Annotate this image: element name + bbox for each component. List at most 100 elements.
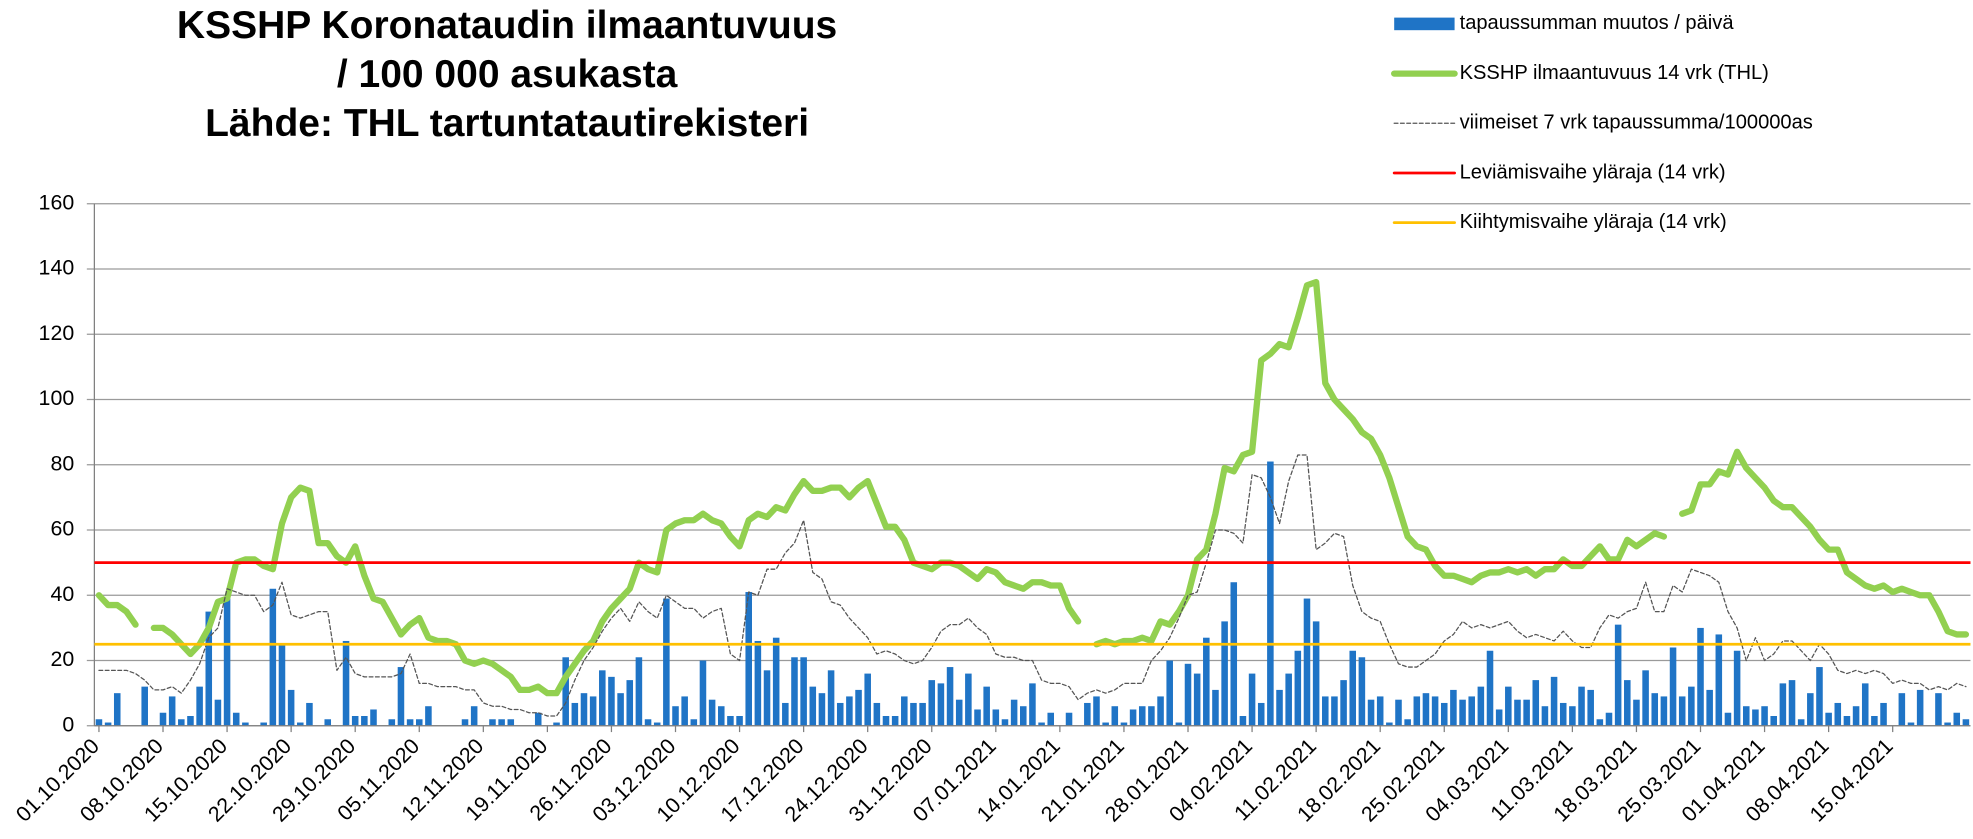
bar xyxy=(1871,716,1878,726)
bar xyxy=(809,686,817,726)
bar xyxy=(589,696,597,726)
y-tick-label: 160 xyxy=(39,190,75,214)
bar xyxy=(1230,582,1238,726)
bar xyxy=(1761,706,1768,726)
y-tick-label: 60 xyxy=(50,517,74,541)
bar xyxy=(1477,686,1485,726)
bar xyxy=(1349,650,1357,726)
chart-title: / 100 000 asukasta xyxy=(337,53,678,96)
bar xyxy=(1678,696,1686,726)
bar xyxy=(1861,683,1869,726)
bar xyxy=(1129,709,1137,726)
bar xyxy=(1102,722,1109,726)
bar xyxy=(534,712,542,726)
bar xyxy=(1413,696,1421,726)
bar xyxy=(1358,657,1366,726)
bar xyxy=(1944,722,1951,726)
bar xyxy=(1797,719,1805,726)
bar xyxy=(782,702,789,726)
bar xyxy=(1203,637,1210,726)
bar xyxy=(626,680,634,726)
bar xyxy=(1916,689,1924,726)
bar xyxy=(772,637,780,726)
bar xyxy=(690,719,698,726)
bar xyxy=(470,706,478,726)
chart-title: Lähde: THL tartuntatautirekisteri xyxy=(205,102,809,145)
bar xyxy=(910,702,917,726)
bar xyxy=(1212,689,1219,726)
bar xyxy=(1550,676,1558,726)
bar xyxy=(1935,693,1942,726)
bar xyxy=(1962,719,1970,726)
bar xyxy=(836,702,844,726)
bar xyxy=(1880,702,1887,726)
bar xyxy=(635,657,643,726)
bar xyxy=(580,693,588,726)
bar xyxy=(599,670,606,726)
bar xyxy=(1257,702,1265,726)
bar xyxy=(1752,709,1759,726)
legend-label: tapaussumman muutos / päivä xyxy=(1460,12,1735,34)
bar xyxy=(1532,680,1540,726)
bar xyxy=(1193,673,1201,726)
bar xyxy=(745,592,752,726)
bar xyxy=(617,693,624,726)
bar xyxy=(1148,706,1155,726)
bar xyxy=(1157,696,1164,726)
bar xyxy=(361,716,368,726)
bar xyxy=(159,712,167,726)
y-tick-label: 100 xyxy=(39,386,75,410)
bar xyxy=(891,716,899,726)
bar xyxy=(653,722,661,726)
bar xyxy=(827,670,835,726)
bar xyxy=(955,699,963,726)
bar xyxy=(928,680,936,726)
bar xyxy=(406,719,414,726)
line xyxy=(98,454,1967,717)
bar xyxy=(1395,699,1402,726)
bar xyxy=(1816,667,1823,726)
bar xyxy=(974,709,981,726)
legend-label: Kiihtymisvaihe yläraja (14 vrk) xyxy=(1460,211,1727,233)
bar xyxy=(727,716,734,726)
bar xyxy=(1898,693,1906,726)
bar xyxy=(1340,680,1347,726)
bar xyxy=(1825,712,1832,726)
bar xyxy=(1038,722,1045,726)
bar xyxy=(1587,689,1594,726)
bar xyxy=(370,709,377,726)
bar xyxy=(1688,686,1695,726)
bar xyxy=(1495,709,1503,726)
y-tick-label: 80 xyxy=(50,451,74,475)
bar xyxy=(1120,722,1128,726)
bar xyxy=(1788,680,1796,726)
bar xyxy=(342,640,350,726)
bar xyxy=(1294,650,1302,726)
bar xyxy=(983,686,990,726)
bar xyxy=(168,696,176,726)
bar xyxy=(901,696,908,726)
legend-label: viimeiset 7 vrk tapaussumma/100000as xyxy=(1460,112,1813,134)
bar xyxy=(498,719,505,726)
bar xyxy=(278,644,286,726)
bar xyxy=(306,702,313,726)
bar xyxy=(242,722,249,726)
bar xyxy=(507,719,515,726)
bar xyxy=(1514,699,1521,726)
bar xyxy=(461,719,469,726)
bar xyxy=(1276,689,1283,726)
bar xyxy=(1651,693,1659,726)
legend-label: KSSHP ilmaantuvuus 14 vrk (THL) xyxy=(1460,62,1769,84)
bar xyxy=(1624,680,1631,726)
bar xyxy=(269,588,277,726)
bar xyxy=(965,673,972,726)
bar xyxy=(1084,702,1091,726)
bar xyxy=(178,719,185,726)
bar xyxy=(1450,689,1457,726)
bar xyxy=(1029,683,1036,726)
bar xyxy=(763,670,771,726)
bar xyxy=(1706,689,1713,726)
bar xyxy=(388,719,396,726)
y-tick-label: 120 xyxy=(39,321,75,345)
